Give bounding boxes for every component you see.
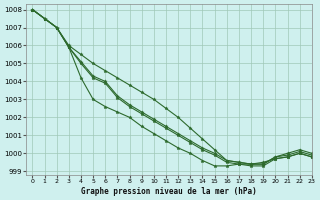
X-axis label: Graphe pression niveau de la mer (hPa): Graphe pression niveau de la mer (hPa)	[81, 187, 257, 196]
